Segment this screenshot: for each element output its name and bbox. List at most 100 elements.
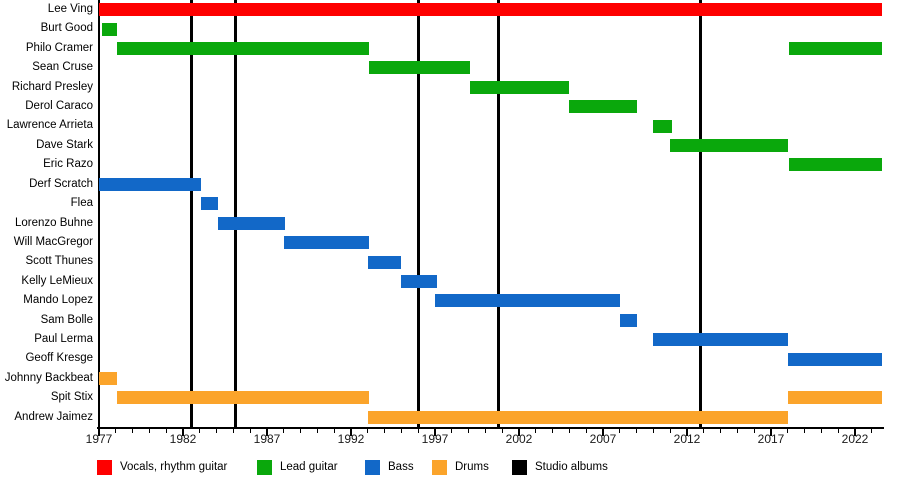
timeline-bar: [283, 236, 370, 250]
x-axis-major-tick: [518, 429, 520, 436]
legend-label-lead_guitar: Lead guitar: [280, 461, 338, 473]
x-axis-major-tick: [350, 429, 352, 436]
x-axis-minor-tick: [501, 429, 503, 433]
x-axis-major-tick: [266, 429, 268, 436]
x-axis-minor-tick: [787, 429, 789, 433]
x-axis-major-tick: [182, 429, 184, 436]
x-axis-tick-label: 1982: [169, 432, 197, 446]
x-axis-minor-tick: [115, 429, 117, 433]
timeline-bar: [789, 42, 882, 56]
studio-album-line: [189, 0, 193, 427]
timeline-bar: [653, 119, 672, 133]
x-axis-major-tick: [98, 429, 100, 436]
x-axis-minor-tick: [669, 429, 671, 433]
timeline-bar: [367, 255, 402, 269]
member-label: Philo Cramer: [25, 41, 93, 54]
x-axis-minor-tick: [703, 429, 705, 433]
x-axis-minor-tick: [636, 429, 638, 433]
timeline-bar: [619, 313, 637, 327]
x-axis-tick-label: 2012: [673, 432, 701, 446]
x-axis-minor-tick: [316, 429, 318, 433]
x-axis-minor-tick: [417, 429, 419, 433]
x-axis-minor-tick: [736, 429, 738, 433]
timeline-bar: [787, 352, 882, 366]
member-label: Richard Presley: [11, 80, 93, 93]
x-axis-minor-tick: [837, 429, 839, 433]
timeline-bar: [117, 42, 370, 56]
member-label: Paul Lerma: [34, 332, 93, 345]
timeline-bar: [787, 391, 882, 405]
x-axis-minor-tick: [199, 429, 201, 433]
x-axis-major-tick: [434, 429, 436, 436]
member-label: Derf Scratch: [29, 177, 93, 190]
studio-album-line: [698, 0, 702, 427]
x-axis-minor-tick: [871, 429, 873, 433]
x-axis-major-tick: [770, 429, 772, 436]
x-axis-tick-label: 2017: [757, 432, 785, 446]
legend-label-albums: Studio albums: [535, 461, 608, 473]
x-axis-minor-tick: [451, 429, 453, 433]
studio-album-line: [497, 0, 501, 427]
member-label: Derol Caraco: [25, 100, 93, 113]
x-axis-minor-tick: [165, 429, 167, 433]
x-axis-tick-label: 2007: [589, 432, 617, 446]
timeline-bar: [569, 100, 637, 114]
timeline-bar: [470, 80, 570, 94]
x-axis-minor-tick: [400, 429, 402, 433]
x-axis-minor-tick: [552, 429, 554, 433]
member-label: Kelly LeMieux: [21, 274, 93, 287]
member-label: Sean Cruse: [32, 61, 93, 74]
x-axis-minor-tick: [619, 429, 621, 433]
member-label: Eric Razo: [43, 158, 93, 171]
member-label: Johnny Backbeat: [4, 371, 93, 384]
x-axis-major-tick: [686, 429, 688, 436]
member-label: Flea: [70, 197, 93, 210]
x-axis-tick-label: 2022: [841, 432, 869, 446]
legend-swatch-drums: [432, 460, 447, 475]
plot-area: [98, 0, 882, 427]
x-axis-minor-tick: [249, 429, 251, 433]
x-axis-minor-tick: [132, 429, 134, 433]
x-axis-minor-tick: [720, 429, 722, 433]
x-axis-tick-label: 1977: [85, 432, 113, 446]
x-axis-minor-tick: [804, 429, 806, 433]
timeline-bar: [201, 197, 219, 211]
member-label: Spit Stix: [50, 391, 93, 404]
member-label: Lee Ving: [47, 3, 93, 15]
timeline-bar: [401, 274, 437, 288]
x-axis-minor-tick: [468, 429, 470, 433]
timeline-bar: [99, 371, 118, 385]
x-axis-minor-tick: [820, 429, 822, 433]
legend-label-vocals: Vocals, rhythm guitar: [120, 461, 228, 473]
timeline-bar: [435, 294, 620, 308]
timeline-bar: [369, 61, 471, 75]
x-axis-minor-tick: [232, 429, 234, 433]
member-label: Mando Lopez: [23, 294, 93, 307]
x-axis-minor-tick: [652, 429, 654, 433]
x-axis-minor-tick: [300, 429, 302, 433]
timeline-bar: [670, 139, 788, 153]
member-label: Scott Thunes: [25, 255, 93, 268]
timeline-bar: [653, 333, 788, 347]
legend-swatch-albums: [512, 460, 527, 475]
x-axis-minor-tick: [148, 429, 150, 433]
member-label: Burt Good: [40, 22, 93, 35]
x-axis-minor-tick: [753, 429, 755, 433]
legend-swatch-bass: [365, 460, 380, 475]
x-axis-minor-tick: [367, 429, 369, 433]
legend-swatch-vocals: [97, 460, 112, 475]
timeline-bar: [218, 216, 286, 230]
studio-album-line: [233, 0, 237, 427]
member-label: Lawrence Arrieta: [6, 119, 93, 132]
studio-album-line: [416, 0, 420, 427]
x-axis-minor-tick: [216, 429, 218, 433]
timeline-bar: [99, 177, 202, 191]
x-axis-minor-tick: [585, 429, 587, 433]
legend-swatch-lead_guitar: [257, 460, 272, 475]
x-axis-minor-tick: [484, 429, 486, 433]
legend-label-bass: Bass: [388, 461, 414, 473]
member-label: Dave Stark: [36, 138, 93, 151]
timeline-bar: [99, 3, 882, 17]
x-axis-major-tick: [854, 429, 856, 436]
